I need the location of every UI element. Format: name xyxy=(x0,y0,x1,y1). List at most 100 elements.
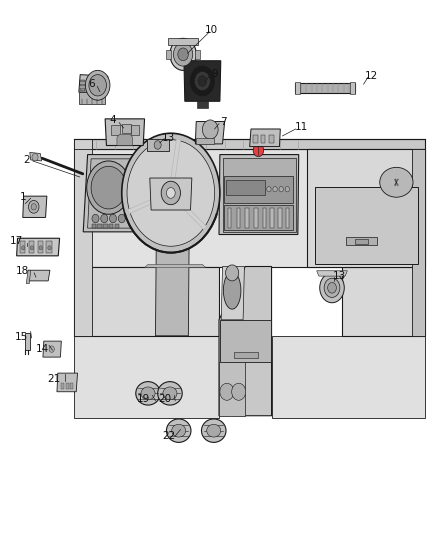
Circle shape xyxy=(161,181,180,205)
Circle shape xyxy=(110,214,117,223)
Polygon shape xyxy=(317,271,347,276)
Circle shape xyxy=(285,187,290,192)
Ellipse shape xyxy=(158,382,182,405)
Polygon shape xyxy=(74,139,92,336)
Circle shape xyxy=(89,75,106,96)
Bar xyxy=(61,383,64,389)
Bar xyxy=(223,158,296,232)
Bar xyxy=(70,383,73,389)
Polygon shape xyxy=(250,129,280,147)
Circle shape xyxy=(21,246,25,250)
Text: 11: 11 xyxy=(295,122,308,132)
Polygon shape xyxy=(105,119,145,146)
Bar xyxy=(224,205,293,230)
Polygon shape xyxy=(166,50,171,59)
Ellipse shape xyxy=(223,272,241,309)
Ellipse shape xyxy=(380,167,413,197)
Polygon shape xyxy=(195,122,225,144)
Polygon shape xyxy=(57,373,78,392)
Bar xyxy=(109,224,113,228)
Circle shape xyxy=(279,187,283,192)
Polygon shape xyxy=(272,336,425,418)
Circle shape xyxy=(226,265,239,281)
Text: 15: 15 xyxy=(14,332,28,342)
Text: 7: 7 xyxy=(220,117,227,126)
Circle shape xyxy=(85,70,110,100)
Polygon shape xyxy=(26,270,31,284)
Text: 9: 9 xyxy=(211,69,218,78)
Bar xyxy=(350,82,355,94)
Bar xyxy=(20,241,25,253)
Bar xyxy=(80,88,85,91)
Polygon shape xyxy=(145,264,206,268)
Bar xyxy=(278,208,282,228)
Text: 2: 2 xyxy=(23,155,30,165)
Polygon shape xyxy=(30,152,42,161)
Circle shape xyxy=(170,38,196,70)
Bar xyxy=(295,83,355,93)
Circle shape xyxy=(101,214,108,223)
Circle shape xyxy=(232,383,246,400)
Text: 14: 14 xyxy=(36,344,49,354)
Polygon shape xyxy=(117,134,133,146)
Bar xyxy=(269,135,274,143)
Bar xyxy=(263,208,266,228)
Circle shape xyxy=(122,133,220,253)
Text: 17: 17 xyxy=(10,236,23,246)
Bar xyxy=(234,352,258,358)
Polygon shape xyxy=(219,155,299,235)
Bar xyxy=(103,224,108,228)
Bar xyxy=(224,176,293,203)
Circle shape xyxy=(118,214,125,223)
Polygon shape xyxy=(74,266,219,336)
Polygon shape xyxy=(28,270,50,281)
Ellipse shape xyxy=(163,387,177,400)
Bar xyxy=(80,80,85,82)
Bar xyxy=(228,208,231,228)
Bar xyxy=(226,180,265,195)
Polygon shape xyxy=(88,159,166,228)
Bar xyxy=(253,135,258,143)
Bar xyxy=(270,208,274,228)
Circle shape xyxy=(328,282,336,293)
Bar xyxy=(355,239,368,244)
Circle shape xyxy=(320,273,344,303)
Circle shape xyxy=(87,161,131,214)
Text: 19: 19 xyxy=(137,394,150,403)
Circle shape xyxy=(28,200,39,213)
Polygon shape xyxy=(196,138,214,144)
Polygon shape xyxy=(79,92,105,104)
Polygon shape xyxy=(74,139,425,149)
Circle shape xyxy=(202,120,218,139)
Circle shape xyxy=(178,48,188,61)
Ellipse shape xyxy=(166,419,191,442)
Circle shape xyxy=(128,171,156,205)
Polygon shape xyxy=(83,155,171,232)
Polygon shape xyxy=(168,38,198,45)
Polygon shape xyxy=(197,101,208,108)
Polygon shape xyxy=(219,362,245,416)
Circle shape xyxy=(173,43,193,66)
Polygon shape xyxy=(412,149,425,336)
Bar xyxy=(295,82,300,94)
Bar xyxy=(80,84,85,86)
Polygon shape xyxy=(342,266,425,336)
Text: 13: 13 xyxy=(333,271,346,281)
Polygon shape xyxy=(220,320,271,362)
Polygon shape xyxy=(346,237,377,245)
Bar xyxy=(131,125,139,135)
Circle shape xyxy=(198,76,207,86)
Text: 6: 6 xyxy=(88,79,95,89)
Polygon shape xyxy=(74,149,425,266)
Polygon shape xyxy=(315,187,418,264)
Bar xyxy=(25,333,30,350)
Circle shape xyxy=(253,144,264,157)
Circle shape xyxy=(39,246,42,250)
Circle shape xyxy=(127,140,215,246)
Polygon shape xyxy=(79,75,109,92)
Circle shape xyxy=(127,214,134,223)
Polygon shape xyxy=(17,238,60,256)
Text: 10: 10 xyxy=(205,26,218,35)
Polygon shape xyxy=(74,336,219,418)
Bar xyxy=(122,124,131,133)
